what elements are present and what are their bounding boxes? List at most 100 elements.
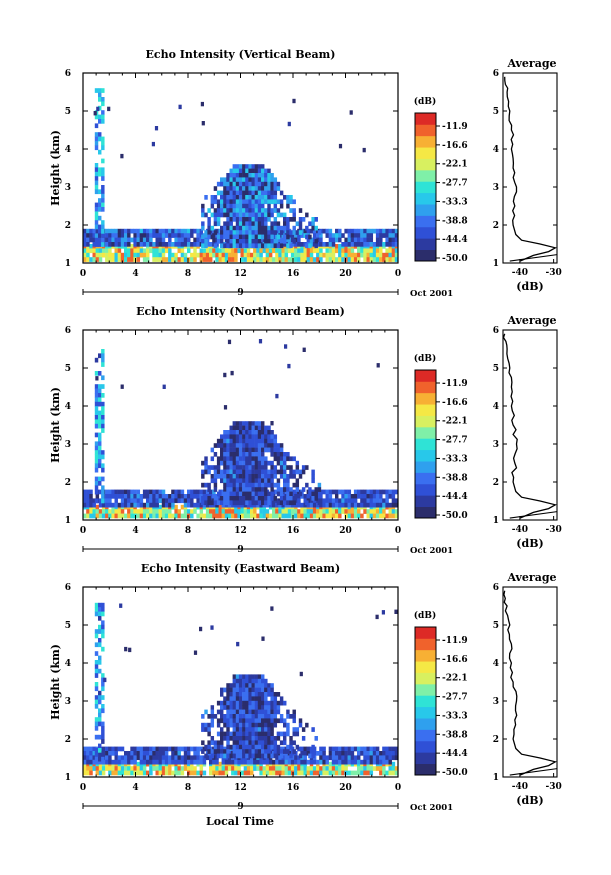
x-tick-label: 12 xyxy=(234,269,247,279)
heatmap-cell xyxy=(199,746,204,752)
heatmap-cell xyxy=(94,704,99,709)
heatmap-cell xyxy=(242,731,246,737)
heatmap-cell xyxy=(223,199,227,205)
heatmap-cell xyxy=(257,164,262,169)
heatmap-cell xyxy=(124,252,128,258)
heatmap-cell xyxy=(232,683,237,688)
heatmap-cell xyxy=(369,509,374,514)
heatmap-cell xyxy=(254,425,259,431)
heatmap-cell xyxy=(270,718,274,724)
heatmap-cell xyxy=(391,751,396,756)
heatmap-cell xyxy=(101,467,105,473)
heatmap-cell xyxy=(270,208,274,213)
heatmap-cell xyxy=(276,212,281,218)
heatmap-cell xyxy=(257,221,262,227)
heatmap-cell xyxy=(331,770,336,776)
heatmap-cell xyxy=(220,181,224,187)
colorbar-swatch xyxy=(415,113,436,125)
heatmap-cell xyxy=(276,500,281,506)
heatmap-cell xyxy=(290,233,295,238)
heatmap-cell xyxy=(257,447,262,453)
heatmap-cell xyxy=(235,683,240,688)
heatmap-cell xyxy=(242,465,246,470)
heatmap-cell xyxy=(161,755,166,761)
heatmap-cell xyxy=(242,727,246,732)
heatmap-cell xyxy=(238,722,243,728)
heatmap-cell xyxy=(232,727,237,732)
heatmap-cell xyxy=(276,731,281,737)
heatmap-cell xyxy=(164,770,169,776)
heatmap-cell xyxy=(270,705,274,710)
heatmap-cell xyxy=(142,770,147,776)
heatmap-cell xyxy=(245,173,249,178)
heatmap-cell xyxy=(174,228,178,234)
heatmap-cell xyxy=(341,489,345,495)
heatmap-cell xyxy=(261,696,265,702)
heatmap-cell xyxy=(257,208,262,213)
heatmap-cell xyxy=(251,430,255,435)
heatmap-cell xyxy=(139,237,144,243)
heatmap-cell xyxy=(306,751,311,756)
heatmap-cell xyxy=(341,759,345,765)
heatmap-cell xyxy=(254,225,259,231)
colorbar-label: -27.7 xyxy=(442,693,468,703)
heatmap-cell xyxy=(322,759,326,765)
heatmap-cell xyxy=(196,228,200,234)
heatmap-cell xyxy=(338,509,342,514)
heatmap-cell xyxy=(254,687,259,693)
heatmap-cell xyxy=(248,678,252,684)
heatmap-cell xyxy=(317,500,322,506)
heatmap-cell xyxy=(306,494,311,499)
heatmap-cell xyxy=(196,489,200,495)
heatmap-cell xyxy=(275,766,279,771)
heatmap-cell xyxy=(180,746,185,752)
heatmap-cell xyxy=(267,234,271,240)
heatmap-cell xyxy=(240,513,244,519)
heatmap-cell xyxy=(94,489,99,495)
heatmap-cell xyxy=(178,104,182,110)
heatmap-cell xyxy=(149,242,153,247)
heatmap-cell xyxy=(372,242,377,247)
heatmap-cell xyxy=(220,243,224,249)
heatmap-cell xyxy=(283,221,287,227)
heatmap-cell xyxy=(338,513,342,519)
heatmap-cell xyxy=(353,257,358,262)
heatmap-cell xyxy=(235,500,240,506)
average-x-tick-label: -40 xyxy=(512,782,528,792)
heatmap-cell xyxy=(273,456,278,462)
heatmap-cell xyxy=(272,498,276,504)
heatmap-cell xyxy=(375,502,380,508)
heatmap-cell xyxy=(235,230,240,235)
heatmap-cell xyxy=(335,233,339,238)
heatmap-cell xyxy=(199,626,203,632)
heatmap-cell xyxy=(257,736,262,741)
heatmap-cell xyxy=(264,430,268,435)
heatmap-cell xyxy=(248,434,252,440)
heatmap-cell xyxy=(199,248,204,254)
heatmap-cell xyxy=(366,248,370,254)
heatmap-cell xyxy=(257,696,262,702)
colorbar-label: -44.4 xyxy=(442,749,468,759)
heatmap-cell xyxy=(394,751,399,756)
heatmap-cell xyxy=(98,695,102,700)
colorbar-swatch xyxy=(415,706,436,719)
heatmap-cell xyxy=(328,228,333,234)
heatmap-cell xyxy=(257,692,262,697)
heatmap-cell xyxy=(161,237,166,243)
heatmap-cell xyxy=(264,447,268,453)
heatmap-cell xyxy=(226,430,230,435)
heatmap-cell xyxy=(328,248,333,254)
heatmap-cell xyxy=(205,502,210,508)
heatmap-cell xyxy=(261,208,265,213)
heatmap-cell xyxy=(279,239,284,244)
heatmap-cell xyxy=(223,181,227,187)
heatmap-cell xyxy=(105,766,109,771)
heatmap-cell xyxy=(261,212,265,218)
heatmap-cell xyxy=(341,498,345,504)
heatmap-cell xyxy=(190,766,194,771)
heatmap-cell xyxy=(98,712,102,718)
heatmap-cell xyxy=(344,489,348,495)
heatmap-cell xyxy=(251,740,255,746)
heatmap-cell xyxy=(209,509,213,514)
heatmap-cell xyxy=(257,460,262,466)
